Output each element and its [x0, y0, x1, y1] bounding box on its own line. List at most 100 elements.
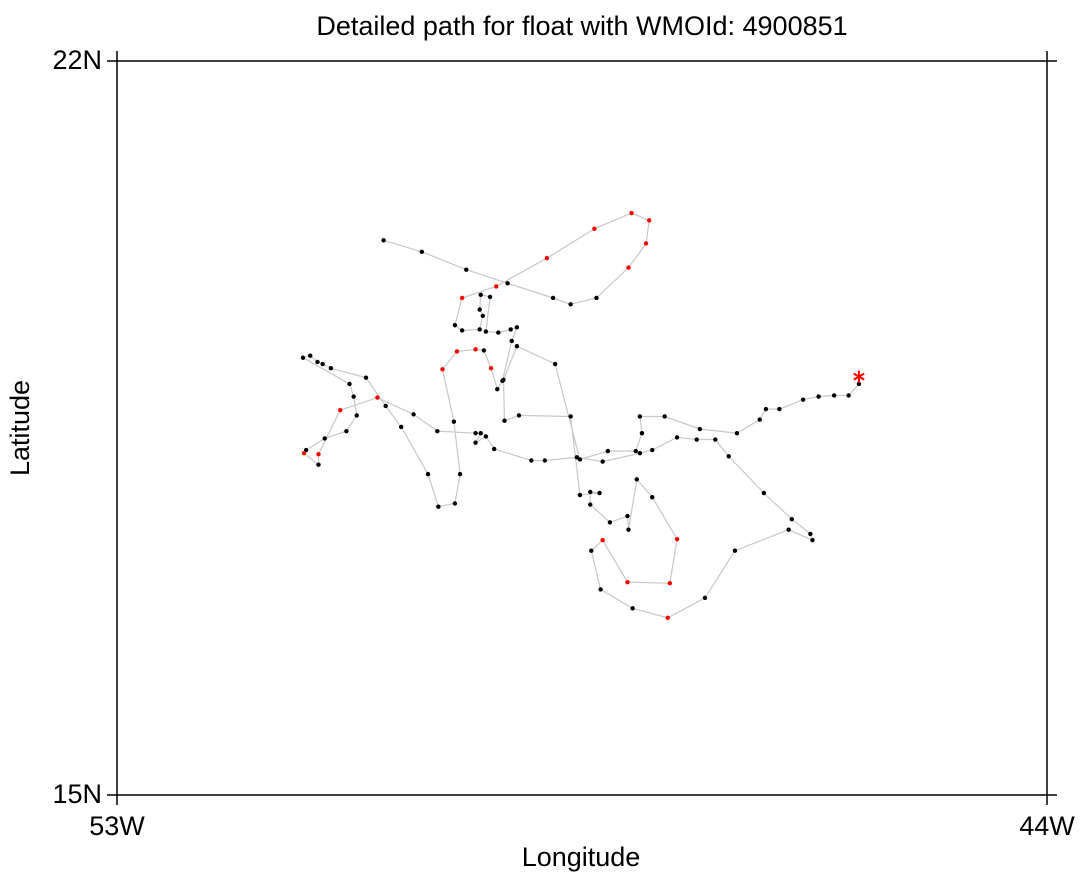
profile-point: [328, 366, 334, 371]
x-tick-label: 53W: [89, 811, 145, 841]
profile-point: [478, 292, 483, 298]
profile-point: [605, 448, 611, 454]
profile-point: [440, 367, 445, 372]
profile-point: [320, 361, 325, 367]
profile-point: [363, 375, 369, 380]
profile-point: [674, 536, 680, 542]
profile-point: [316, 452, 321, 457]
profile-point: [544, 255, 550, 261]
profile-point: [477, 307, 482, 312]
profile-point: [550, 295, 556, 301]
profile-point: [846, 393, 851, 398]
profile-point: [626, 527, 631, 532]
y-tick-label: 22N: [52, 45, 102, 75]
profile-point: [674, 435, 680, 440]
profile-point: [411, 412, 416, 417]
profile-point: [383, 403, 388, 409]
profile-point: [419, 249, 425, 255]
profile-point: [451, 419, 457, 424]
profile-point: [637, 414, 643, 419]
profile-point: [354, 413, 359, 418]
profile-point: [831, 393, 837, 398]
profile-point: [600, 459, 605, 464]
profile-point: [542, 458, 547, 463]
profile-point: [495, 387, 500, 392]
y-tick-label: 15N: [52, 779, 102, 809]
profile-point: [452, 501, 458, 506]
profile-point: [646, 218, 652, 223]
profile-point: [477, 327, 482, 332]
profile-point: [457, 471, 463, 477]
profile-point: [344, 428, 349, 434]
profile-point: [473, 440, 478, 445]
profile-point: [347, 381, 352, 387]
profile-point: [630, 606, 635, 611]
profile-point: [473, 347, 478, 352]
profile-point: [481, 348, 487, 353]
profile-point: [568, 302, 573, 307]
profile-point: [650, 447, 655, 453]
y-axis-title: Latitude: [5, 380, 35, 476]
profile-point: [496, 330, 501, 335]
profile-point: [810, 537, 815, 543]
profile-point: [594, 295, 599, 301]
profile-point: [452, 323, 458, 328]
profile-point: [502, 418, 507, 423]
profile-point: [697, 426, 702, 432]
profile-point: [816, 394, 821, 399]
profile-point: [800, 397, 806, 402]
profile-point: [629, 210, 634, 216]
profile-point: [480, 313, 485, 319]
profile-point: [505, 281, 510, 286]
profile-point: [639, 431, 645, 436]
profile-point: [808, 531, 813, 537]
profile-point: [597, 490, 602, 496]
profile-point: [702, 595, 708, 601]
profile-point: [316, 462, 321, 467]
profile-point: [667, 580, 673, 586]
profile-point: [491, 446, 497, 452]
x-tick-label: 44W: [1019, 811, 1075, 841]
profile-point: [637, 450, 643, 456]
profile-point: [501, 377, 506, 382]
profile-point: [435, 428, 440, 434]
profile-point: [588, 502, 593, 507]
profile-point: [351, 394, 356, 399]
plot-frame: [116, 60, 1048, 796]
profile-point: [488, 366, 494, 371]
profile-point: [625, 513, 630, 519]
profile-point: [607, 520, 613, 525]
profile-point: [464, 267, 469, 272]
profile-point: [626, 265, 631, 270]
profile-point: [381, 238, 386, 243]
profile-point: [600, 537, 605, 543]
profile-point: [514, 344, 520, 349]
profile-point: [761, 490, 767, 496]
profile-point: [763, 406, 769, 412]
profile-point: [598, 587, 603, 592]
profile-point: [574, 455, 580, 460]
profile-point: [473, 431, 478, 436]
profile-point: [552, 361, 558, 367]
profile-point: [375, 395, 380, 400]
profile-point: [713, 437, 718, 442]
profile-point: [478, 431, 483, 436]
profile-point: [694, 437, 699, 442]
profile-point: [459, 295, 465, 301]
profile-point: [322, 436, 327, 441]
profile-point: [650, 495, 655, 500]
profile-point: [734, 431, 740, 436]
profile-point: [398, 424, 404, 430]
last-position-marker: [853, 370, 865, 383]
profile-point: [300, 355, 306, 360]
profile-point: [516, 413, 522, 418]
chart-title: Detailed path for float with WMOId: 4900…: [316, 11, 847, 41]
profile-point: [757, 417, 762, 422]
track-line: [301, 212, 860, 619]
profile-point: [303, 447, 309, 453]
profile-point: [454, 349, 460, 354]
profile-point: [665, 615, 670, 620]
profile-point: [459, 328, 465, 333]
profile-point: [529, 458, 534, 463]
